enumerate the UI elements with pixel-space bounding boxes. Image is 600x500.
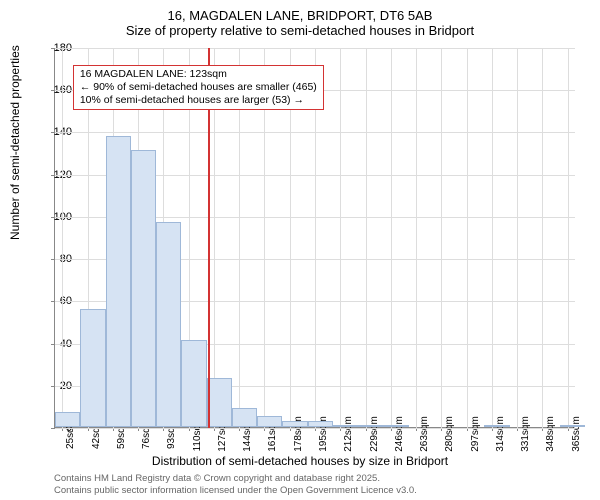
histogram-bar <box>106 136 131 427</box>
credit-block: Contains HM Land Registry data © Crown c… <box>54 473 417 496</box>
annotation-line2: ← 90% of semi-detached houses are smalle… <box>80 81 317 94</box>
histogram-bar <box>232 408 257 427</box>
histogram-bar <box>55 412 80 427</box>
annotation-line1: 16 MAGDALEN LANE: 123sqm <box>80 68 317 81</box>
xtick-label: 348sqm <box>545 416 556 452</box>
xtick-label: 331sqm <box>520 416 531 452</box>
xtick-label: 246sqm <box>394 416 405 452</box>
histogram-bar <box>156 222 181 427</box>
histogram-bar <box>181 340 206 427</box>
x-axis-label: Distribution of semi-detached houses by … <box>0 454 600 468</box>
xtick-label: 297sqm <box>470 416 481 452</box>
histogram-bar <box>358 425 383 427</box>
histogram-bar <box>131 150 156 427</box>
gridline-v <box>416 48 417 428</box>
annotation-box: 16 MAGDALEN LANE: 123sqm← 90% of semi-de… <box>73 65 324 110</box>
gridline-v <box>441 48 442 428</box>
gridline-v <box>492 48 493 428</box>
chart-title-block: 16, MAGDALEN LANE, BRIDPORT, DT6 5AB Siz… <box>0 0 600 42</box>
histogram-bar <box>80 309 105 427</box>
histogram-bar <box>560 425 585 427</box>
histogram-bar <box>333 425 358 427</box>
xtick-label: 263sqm <box>419 416 430 452</box>
plot-area: 16 MAGDALEN LANE: 123sqm← 90% of semi-de… <box>54 48 574 428</box>
xtick-label: 314sqm <box>495 416 506 452</box>
gridline-v <box>467 48 468 428</box>
title-line1: 16, MAGDALEN LANE, BRIDPORT, DT6 5AB <box>0 8 600 23</box>
xtick-label: 229sqm <box>369 416 380 452</box>
gridline-v <box>391 48 392 428</box>
histogram-bar <box>207 378 232 427</box>
y-axis-label: Number of semi-detached properties <box>8 45 22 240</box>
chart-container: 16 MAGDALEN LANE: 123sqm← 90% of semi-de… <box>54 48 574 428</box>
gridline-v <box>340 48 341 428</box>
gridline-v <box>542 48 543 428</box>
xtick-label: 280sqm <box>444 416 455 452</box>
credit-line1: Contains HM Land Registry data © Crown c… <box>54 473 417 484</box>
histogram-bar <box>282 421 307 427</box>
histogram-bar <box>383 425 408 427</box>
credit-line2: Contains public sector information licen… <box>54 485 417 496</box>
gridline-v <box>568 48 569 428</box>
gridline-v <box>62 48 63 428</box>
gridline-v <box>517 48 518 428</box>
histogram-bar <box>308 421 333 427</box>
xtick-label: 212sqm <box>343 416 354 452</box>
histogram-bar <box>257 416 282 427</box>
gridline-h <box>55 428 575 429</box>
gridline-v <box>366 48 367 428</box>
histogram-bar <box>484 425 509 427</box>
annotation-line3: 10% of semi-detached houses are larger (… <box>80 94 317 107</box>
xtick-label: 365sqm <box>571 416 582 452</box>
title-line2: Size of property relative to semi-detach… <box>0 23 600 38</box>
